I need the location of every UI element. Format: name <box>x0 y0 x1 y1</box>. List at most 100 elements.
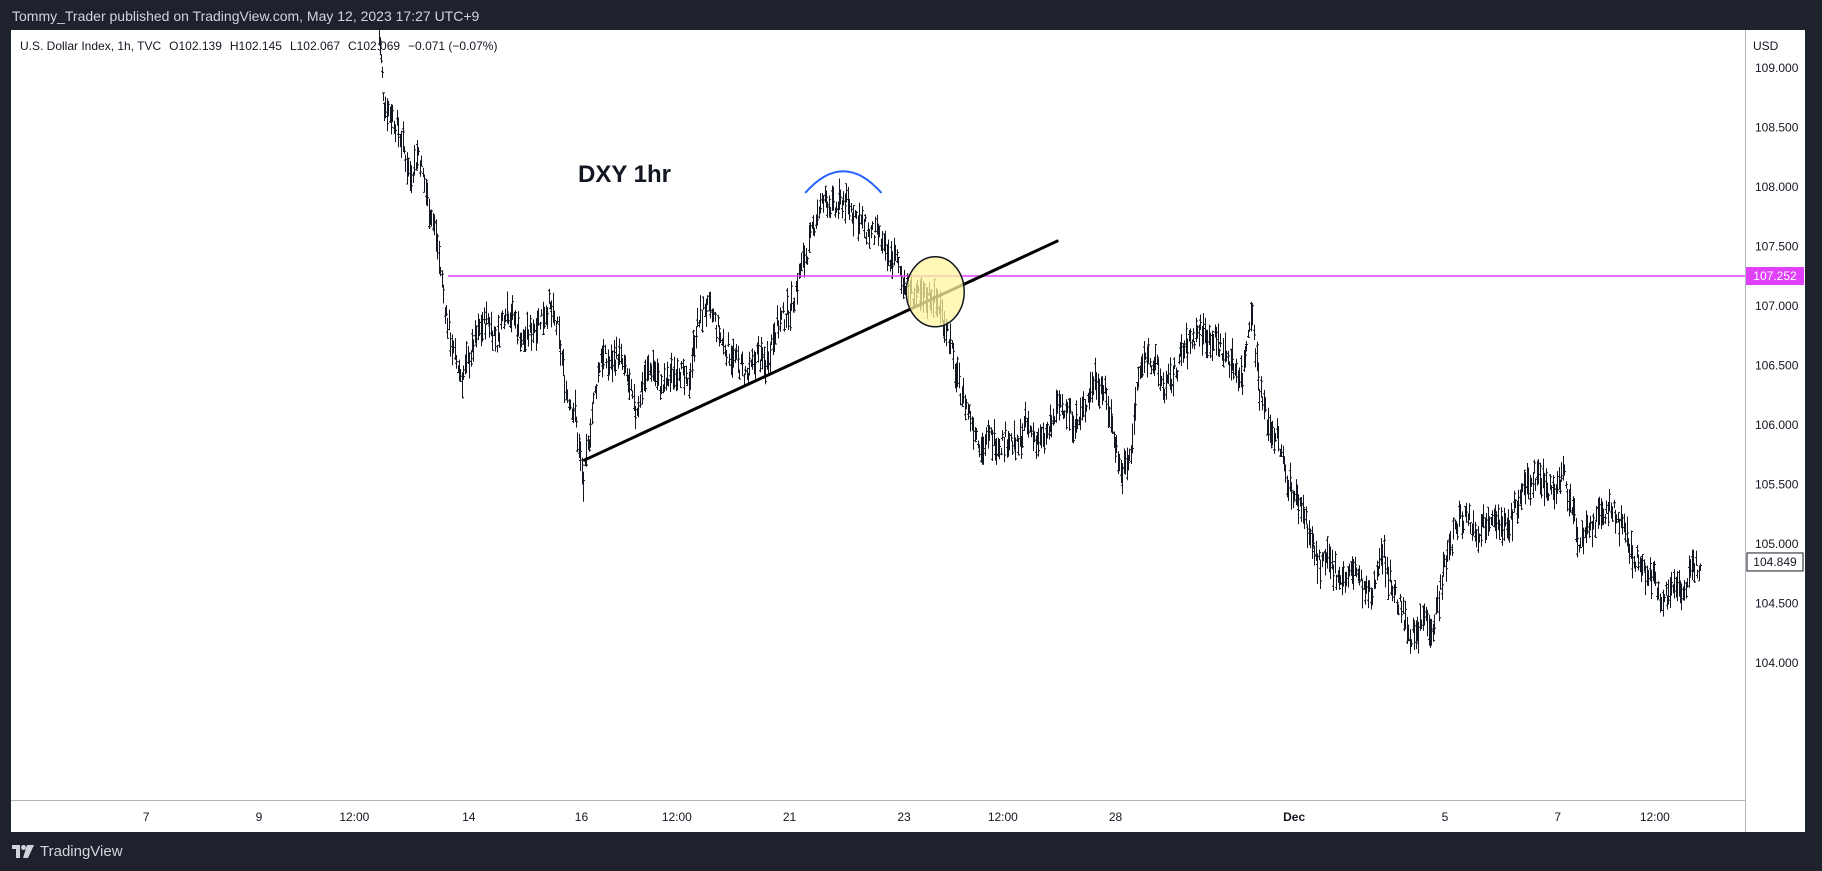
ohlc-bar <box>1156 354 1159 366</box>
ohlc-bar <box>689 362 692 391</box>
ohlc-bar <box>404 154 407 173</box>
ohlc-bar <box>439 266 442 277</box>
ohlc-bar <box>738 369 741 380</box>
ohlc-bar <box>665 377 668 391</box>
ohlc-bar <box>410 165 413 194</box>
ohlc-bar <box>1358 565 1361 586</box>
ohlc-bar <box>633 384 636 411</box>
ohlc-bar <box>863 218 866 238</box>
ohlc-bar <box>1641 554 1644 576</box>
ohlc-bar <box>732 338 735 368</box>
ohlc-bar <box>417 147 420 156</box>
ohlc-bar <box>438 240 441 274</box>
ohlc-bar <box>676 357 679 391</box>
chart-title-annotation[interactable]: DXY 1hr <box>578 161 671 188</box>
ohlc-bar <box>790 281 793 312</box>
ohlc-bar <box>400 130 403 158</box>
ohlc-bar <box>1573 498 1576 522</box>
ohlc-bar <box>1508 520 1511 543</box>
ohlc-bar <box>988 425 991 441</box>
trendline[interactable] <box>582 239 1059 463</box>
ohlc-bar <box>1576 526 1579 558</box>
ohlc-bar <box>792 301 795 313</box>
price-axis-panel[interactable] <box>1745 30 1805 832</box>
ohlc-bar <box>634 405 637 430</box>
ohlc-bar <box>1469 522 1472 535</box>
ohlc-bar <box>475 325 478 348</box>
ohlc-bar <box>503 315 506 330</box>
ohlc-bar <box>1399 593 1402 602</box>
ohlc-bar <box>1654 571 1657 587</box>
ohlc-bar <box>1389 559 1392 583</box>
ohlc-bar <box>1309 528 1312 549</box>
ohlc-bar <box>497 314 500 342</box>
ohlc-bar <box>1271 420 1274 446</box>
ohlc-bar <box>566 389 569 404</box>
y-tick-label: 107.000 <box>1755 299 1799 313</box>
ohlc-bar <box>737 345 740 373</box>
ohlc-bar <box>1523 469 1526 496</box>
ohlc-bar <box>1128 448 1131 461</box>
ohlc-bar <box>1663 594 1666 603</box>
ohlc-bar <box>1615 514 1618 524</box>
ohlc-bar <box>1683 579 1686 601</box>
currency-label: USD <box>1753 39 1779 53</box>
ohlc-bar <box>1240 355 1243 388</box>
ohlc-bar <box>470 350 473 367</box>
ohlc-bar <box>861 205 864 229</box>
ohlc-bar <box>1579 537 1582 549</box>
ohlc-bar <box>824 185 827 203</box>
ohlc-bar <box>1217 323 1220 357</box>
ohlc-bar <box>1407 624 1410 642</box>
ohlc-bar <box>1415 621 1418 650</box>
ohlc-bar <box>1613 499 1616 509</box>
ohlc-bar <box>1354 556 1357 576</box>
ohlc-bar <box>763 346 766 379</box>
highlight-circle[interactable] <box>905 255 965 328</box>
ohlc-bar <box>379 37 382 56</box>
y-tick-label: 105.000 <box>1755 537 1799 551</box>
ohlc-bar <box>430 209 433 227</box>
ohlc-bar <box>958 362 961 389</box>
ohlc-bar <box>1517 489 1520 519</box>
ohlc-bar <box>494 326 497 352</box>
ohlc-bar <box>380 54 383 64</box>
ohlc-bar <box>1636 545 1639 558</box>
ohlc-bar <box>1127 455 1130 470</box>
ohlc-bar <box>485 301 488 325</box>
ohlc-bar <box>1050 415 1053 438</box>
ohlc-bar <box>1209 332 1212 359</box>
ohlc-bar <box>1261 396 1264 411</box>
ohlc-bar <box>1244 345 1247 368</box>
ohlc-bar <box>1063 410 1066 419</box>
ohlc-bar <box>614 359 617 376</box>
ohlc-bar <box>1014 437 1017 461</box>
ohlc-bar <box>1136 382 1139 391</box>
ohlc-bar <box>1311 526 1314 559</box>
ohlc-bar <box>727 332 730 347</box>
ohlc-bar <box>1108 406 1111 428</box>
ohlc-bar <box>1198 324 1201 347</box>
ohlc-bar <box>789 303 792 331</box>
ohlc-bar <box>1595 506 1598 522</box>
price-chart[interactable]: USD 109.000 108.500 108.000 107.500 107.000 10… <box>11 30 1805 832</box>
x-tick-label: 16 <box>575 810 589 824</box>
ohlc-bar <box>672 368 675 390</box>
y-tick-label: 105.500 <box>1755 478 1799 492</box>
top-arc-drawing[interactable] <box>804 170 883 194</box>
ohlc-bar <box>517 311 520 337</box>
ohlc-bar <box>1459 504 1462 520</box>
ohlc-bar <box>1212 334 1215 351</box>
ohlc-bar <box>1594 521 1597 538</box>
ohlc-bar <box>995 437 998 465</box>
x-tick-label: 7 <box>1554 810 1561 824</box>
chart-frame[interactable]: USD 109.000 108.500 108.000 107.500 107.000 10… <box>11 30 1805 832</box>
tradingview-brand[interactable]: TradingView <box>12 843 123 860</box>
ohlc-bar <box>1231 338 1234 371</box>
ohlc-bar <box>1029 425 1032 433</box>
ohlc-bar <box>800 252 803 272</box>
ohlc-bar <box>1030 426 1033 438</box>
symbol-label[interactable]: U.S. Dollar Index, 1h, TVC <box>20 39 162 53</box>
y-tick-label: 106.500 <box>1755 359 1799 373</box>
ohlc-bar <box>391 104 394 123</box>
